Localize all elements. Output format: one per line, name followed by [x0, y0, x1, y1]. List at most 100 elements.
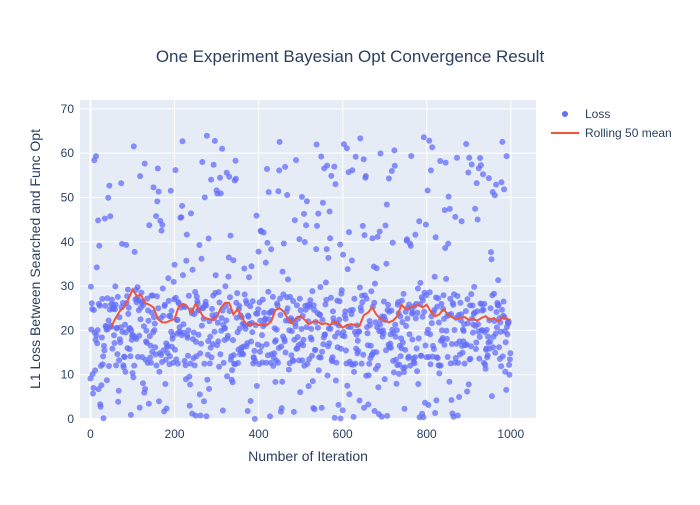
loss-point	[415, 381, 422, 387]
loss-point	[426, 289, 433, 296]
legend-item-rolling-mean[interactable]: Rolling 50 mean	[551, 126, 672, 140]
loss-point	[264, 166, 270, 172]
loss-point	[472, 346, 479, 352]
loss-point	[318, 153, 325, 160]
loss-point	[225, 254, 232, 261]
loss-point	[126, 346, 133, 353]
loss-point	[327, 325, 334, 332]
loss-point	[263, 341, 270, 348]
loss-point	[375, 384, 382, 391]
loss-point	[493, 324, 500, 331]
loss-point	[303, 324, 310, 331]
loss-point	[412, 354, 418, 361]
loss-point	[147, 354, 154, 361]
loss-point	[100, 353, 107, 360]
loss-point	[203, 132, 210, 139]
loss-point	[303, 198, 310, 205]
loss-point	[468, 291, 475, 298]
loss-point	[369, 235, 376, 242]
loss-point	[431, 273, 438, 280]
loss-point	[162, 356, 169, 363]
loss-point	[205, 338, 212, 345]
loss-point	[420, 134, 427, 141]
legend[interactable]: Loss Rolling 50 mean	[551, 107, 672, 140]
loss-point	[235, 360, 241, 366]
loss-point	[485, 175, 492, 182]
loss-point	[331, 163, 338, 170]
loss-point	[344, 382, 351, 389]
loss-point	[191, 311, 198, 318]
loss-point	[125, 310, 132, 317]
loss-point	[145, 317, 152, 324]
loss-point	[476, 355, 483, 362]
loss-point	[364, 330, 371, 337]
loss-point	[188, 210, 194, 217]
loss-point	[114, 351, 121, 358]
loss-point	[249, 329, 256, 336]
loss-point	[499, 138, 506, 145]
loss-point	[96, 242, 103, 249]
loss-point	[105, 317, 112, 324]
loss-point	[457, 299, 464, 306]
loss-point	[314, 324, 321, 331]
loss-point	[468, 161, 475, 168]
loss-point	[153, 293, 160, 300]
loss-point	[427, 361, 434, 368]
loss-point	[191, 362, 198, 369]
loss-point	[476, 333, 483, 340]
loss-point	[203, 413, 210, 420]
loss-point	[168, 308, 175, 314]
loss-point	[393, 356, 399, 363]
loss-point	[301, 239, 308, 245]
loss-point	[377, 321, 384, 328]
loss-point	[500, 298, 507, 305]
loss-point	[310, 302, 317, 309]
loss-point	[368, 288, 375, 295]
loss-point	[493, 181, 500, 188]
loss-point	[335, 329, 341, 336]
loss-point	[458, 218, 465, 225]
loss-point	[493, 309, 500, 315]
legend-marker-icon	[562, 111, 568, 117]
loss-point	[445, 193, 452, 200]
loss-point	[236, 325, 243, 332]
loss-point	[463, 141, 470, 147]
loss-point	[264, 239, 271, 246]
loss-point	[435, 319, 442, 326]
loss-point	[98, 382, 105, 389]
loss-point	[495, 277, 502, 284]
legend-item-loss[interactable]: Loss	[562, 107, 610, 121]
loss-point	[435, 295, 442, 302]
loss-point	[225, 273, 232, 280]
loss-point	[444, 354, 451, 360]
loss-point	[312, 347, 319, 353]
loss-point	[96, 302, 103, 309]
loss-point	[376, 228, 383, 235]
loss-point	[301, 210, 307, 217]
loss-point	[392, 333, 399, 340]
loss-point	[151, 314, 157, 321]
loss-point	[279, 268, 286, 275]
loss-point	[335, 401, 342, 408]
loss-point	[111, 340, 118, 346]
loss-point	[473, 180, 480, 187]
loss-point	[193, 338, 199, 345]
loss-point	[152, 344, 159, 351]
loss-point	[201, 398, 207, 405]
loss-point	[309, 378, 316, 385]
loss-point	[338, 345, 344, 352]
loss-point	[357, 135, 364, 142]
loss-point	[245, 313, 252, 320]
loss-point	[167, 187, 174, 194]
loss-point	[488, 393, 495, 400]
loss-point	[419, 313, 426, 320]
loss-point	[244, 408, 251, 414]
loss-point	[153, 362, 160, 369]
loss-point	[192, 289, 199, 295]
loss-point	[158, 352, 165, 358]
loss-point	[291, 217, 298, 224]
loss-point	[309, 288, 316, 295]
loss-point	[255, 248, 262, 255]
x-tick-label: 0	[87, 427, 94, 441]
loss-point	[418, 352, 425, 359]
